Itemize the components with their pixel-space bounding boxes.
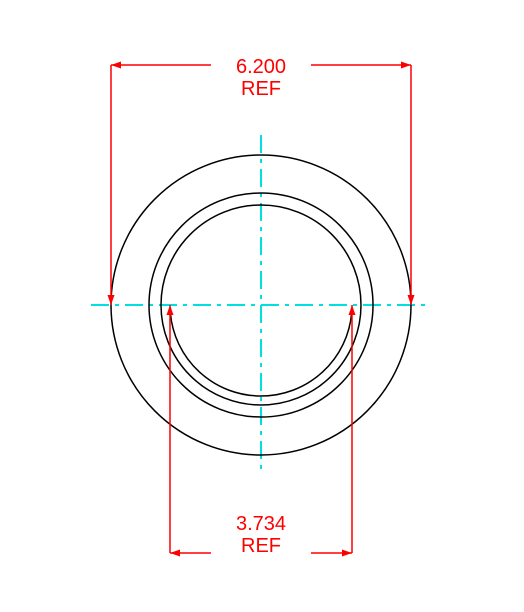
dimension-arrow <box>408 295 415 305</box>
dimension-arrow <box>401 62 411 69</box>
dimension-arrow <box>111 62 121 69</box>
dimension-arrow <box>170 550 180 557</box>
dimension-arrow <box>349 305 356 315</box>
dimension-arrow <box>342 550 352 557</box>
dim-top-suffix: REF <box>241 78 281 100</box>
technical-drawing: 6.200REF3.734REF <box>0 0 524 612</box>
dimension-arrow <box>167 305 174 315</box>
dim-top-value: 6.200 <box>236 56 286 78</box>
dim-bottom-suffix: REF <box>241 535 281 557</box>
dimension-arrow <box>108 295 115 305</box>
dim-bottom-value: 3.734 <box>236 513 286 535</box>
